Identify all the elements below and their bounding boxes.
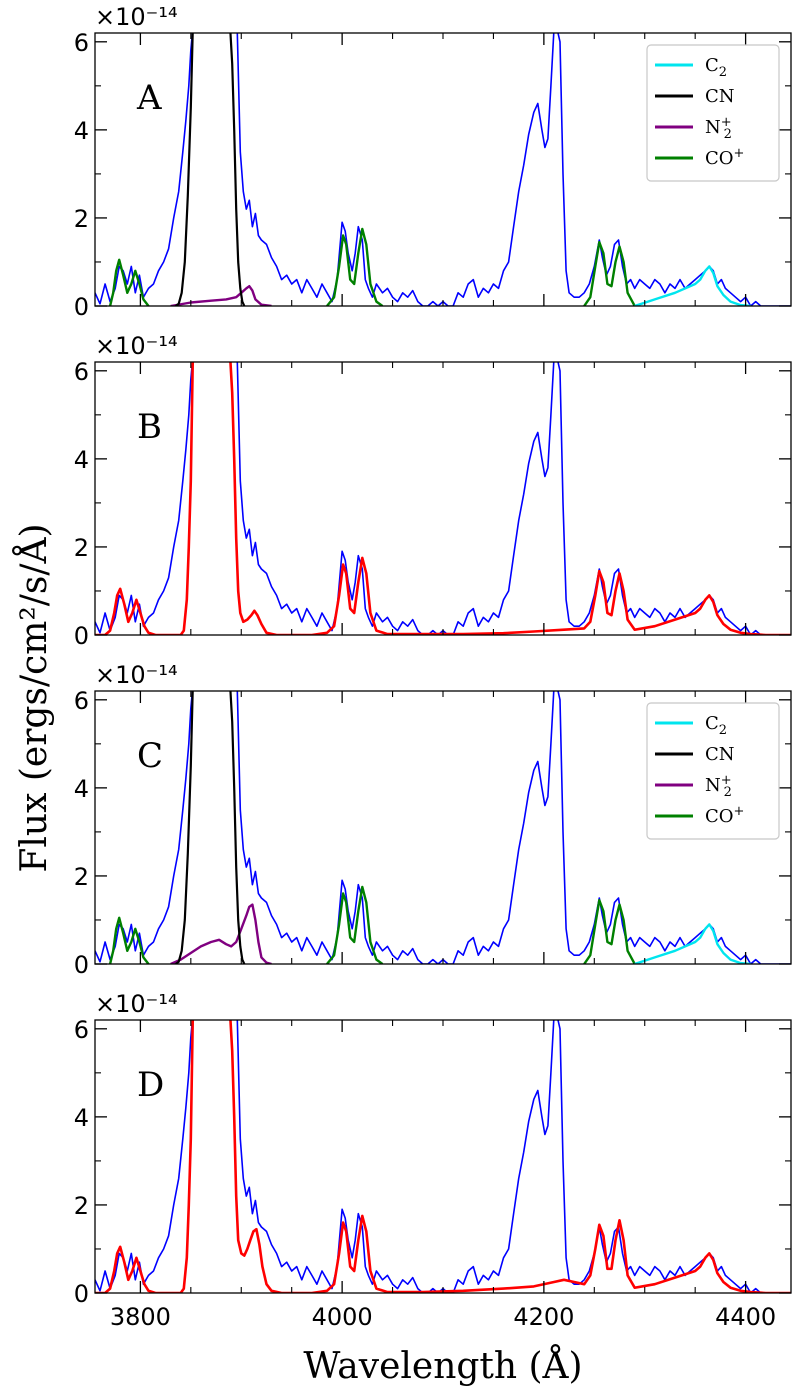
x-tick-label: 4400	[715, 1303, 776, 1331]
y-tick-label: 2	[74, 863, 89, 891]
x-axis-title: Wavelength (Å)	[303, 1345, 582, 1387]
y-tick-label: 0	[74, 293, 89, 321]
observed-spectrum-line	[95, 1020, 791, 1293]
n2-plus-series	[170, 285, 272, 306]
y-exponent-label: ×10⁻¹⁴	[95, 990, 178, 1018]
x-tick-label: 4200	[513, 1303, 574, 1331]
axes-frame	[94, 361, 792, 636]
panel-label: D	[137, 1065, 164, 1105]
co-plus-series-1	[108, 916, 150, 964]
legend-entry-label: N+ 2	[705, 115, 732, 142]
co-plus-series-3	[583, 899, 636, 964]
legend-entry-label: CO+	[705, 804, 744, 827]
y-tick-label: 4	[74, 775, 89, 803]
y-tick-label: 0	[74, 951, 89, 979]
plot-area	[95, 1020, 791, 1293]
legend-entry-label: C2	[705, 713, 727, 738]
plot-area	[95, 362, 791, 635]
panel-label: A	[136, 78, 162, 118]
cn-series	[175, 691, 246, 964]
panel-c: 0 2 4 6×10⁻¹⁴ C C2 CN N+ 2 CO+	[74, 661, 792, 979]
co-plus-series-2	[326, 885, 384, 964]
x-tick-label: 3800	[110, 1303, 171, 1331]
plot-area	[95, 691, 791, 964]
x-tick-label: 4000	[312, 1303, 373, 1331]
y-tick-label: 2	[74, 534, 89, 562]
y-tick-label: 4	[74, 1104, 89, 1132]
legend-entry-label: C2	[705, 55, 727, 80]
y-exponent-label: ×10⁻¹⁴	[95, 332, 178, 360]
legend-entry-label: CN	[705, 744, 735, 765]
panel-label: B	[137, 407, 162, 447]
legend-entry-label: CN	[705, 86, 735, 107]
legend-box	[646, 702, 780, 840]
co-plus-series-1	[108, 258, 150, 306]
c2-series	[634, 265, 751, 306]
y-tick-label: 2	[74, 1192, 89, 1220]
observed-spectrum-line	[95, 33, 791, 306]
total-model-line	[95, 362, 791, 635]
legend: C2 CN N+ 2 CO+	[646, 44, 780, 182]
panel-b: 0 2 4 6×10⁻¹⁴ B	[74, 332, 792, 650]
y-exponent-label: ×10⁻¹⁴	[95, 3, 178, 31]
co-plus-series-3	[583, 240, 636, 306]
plot-area	[95, 33, 791, 306]
panel-a: 0 2 4 6×10⁻¹⁴ A C2 CN N+ 2 CO+	[74, 3, 792, 321]
y-axis-title: Flux (ergs/cm²/s/Å)	[13, 523, 55, 872]
y-tick-label: 4	[74, 446, 89, 474]
y-exponent-label: ×10⁻¹⁴	[95, 661, 178, 689]
legend-box	[646, 44, 780, 182]
y-tick-label: 0	[74, 622, 89, 650]
panel-label: C	[137, 736, 163, 776]
y-tick-label: 6	[74, 1016, 89, 1044]
y-tick-label: 0	[74, 1280, 89, 1308]
observed-spectrum-line	[95, 691, 791, 964]
y-tick-label: 4	[74, 117, 89, 145]
c2-series	[634, 923, 751, 964]
total-model-line	[95, 1020, 791, 1293]
legend-entry-label: N+ 2	[705, 773, 732, 800]
legend: C2 CN N+ 2 CO+	[646, 702, 780, 840]
panel-d: 0 2 4 6×10⁻¹⁴ D 3800 4000 4200 4400	[74, 990, 792, 1331]
legend-entry-label: CO+	[705, 146, 744, 169]
y-tick-label: 6	[74, 358, 89, 386]
cn-series	[175, 33, 246, 306]
observed-spectrum-line	[95, 362, 791, 635]
y-tick-label: 6	[74, 687, 89, 715]
axes-frame	[94, 1019, 792, 1294]
y-tick-label: 6	[74, 29, 89, 57]
y-tick-label: 2	[74, 205, 89, 233]
co-plus-series-2	[326, 227, 384, 306]
